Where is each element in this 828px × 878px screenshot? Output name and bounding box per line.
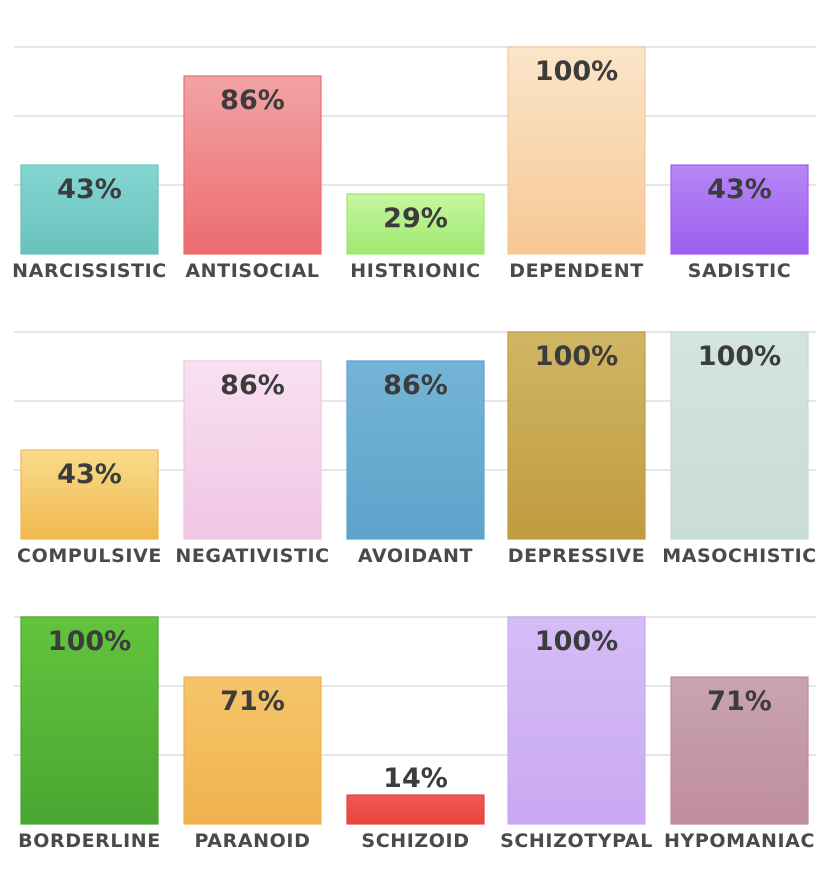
bar-chart-svg: 43% NARCISSISTIC 86% ANTISOCIAL 29% HISTRIONI… (12, 46, 816, 282)
bar-value-label: 100% (535, 341, 618, 372)
category-label-negativistic: NEGATIVISTIC (175, 545, 329, 567)
category-label-depressive: DEPRESSIVE (508, 545, 646, 567)
bar-value-label: 86% (220, 370, 285, 401)
category-label-hypomaniac: HYPOMANIAC (664, 830, 815, 852)
category-label-compulsive: COMPULSIVE (17, 545, 162, 567)
bar-dependent (507, 46, 646, 255)
bar-schizotypal (507, 616, 646, 825)
bar-value-label: 43% (57, 174, 122, 205)
bar-chart-svg: 43% COMPULSIVE 86% NEGATIVISTIC 86% AVOIDANT 1… (14, 331, 817, 567)
category-label-masochistic: MASOCHISTIC (662, 545, 817, 567)
bar-value-label: 43% (57, 459, 122, 490)
category-label-borderline: BORDERLINE (18, 830, 161, 852)
bar-value-label: 43% (707, 174, 772, 205)
bar-value-label: 100% (48, 626, 131, 657)
bar-hypomaniac (670, 676, 809, 825)
bar-value-label: 86% (383, 370, 448, 401)
bar-value-label: 71% (707, 686, 772, 717)
bar-value-label: 100% (535, 56, 618, 87)
category-label-avoidant: AVOIDANT (358, 545, 473, 567)
bar-avoidant (346, 360, 485, 540)
bar-compulsive (20, 449, 159, 540)
category-label-schizotypal: SCHIZOTYPAL (500, 830, 653, 852)
category-label-histrionic: HISTRIONIC (350, 260, 480, 282)
bar-antisocial (183, 75, 322, 255)
bar-value-label: 100% (535, 626, 618, 657)
bar-value-label: 14% (383, 763, 448, 794)
category-label-schizoid: SCHIZOID (361, 830, 469, 852)
bar-paranoid (183, 676, 322, 825)
bar-value-label: 71% (220, 686, 285, 717)
bar-schizoid (346, 794, 485, 825)
category-label-antisocial: ANTISOCIAL (185, 260, 319, 282)
bar-negativistic (183, 360, 322, 540)
bar-chart-panel-2: 43% COMPULSIVE 86% NEGATIVISTIC 86% AVOIDANT 1… (0, 285, 828, 567)
bar-narcissistic (20, 164, 159, 255)
bar-value-label: 29% (383, 203, 448, 234)
bar-depressive (507, 331, 646, 540)
bar-chart-panel-1: 43% NARCISSISTIC 86% ANTISOCIAL 29% HISTRIONI… (0, 0, 828, 282)
category-label-sadistic: SADISTIC (688, 260, 792, 282)
bar-chart-svg: 100% BORDERLINE 71% PARANOID 14% SCHIZOID 100%… (14, 616, 816, 852)
bar-value-label: 86% (220, 85, 285, 116)
bar-sadistic (670, 164, 809, 255)
category-label-narcissistic: NARCISSISTIC (12, 260, 167, 282)
bar-borderline (20, 616, 159, 825)
bar-value-label: 100% (698, 341, 781, 372)
category-label-dependent: DEPENDENT (509, 260, 644, 282)
category-label-paranoid: PARANOID (195, 830, 311, 852)
bar-masochistic (670, 331, 809, 540)
bar-histrionic (346, 193, 485, 255)
bar-chart-panel-3: 100% BORDERLINE 71% PARANOID 14% SCHIZOID 100%… (0, 570, 828, 852)
